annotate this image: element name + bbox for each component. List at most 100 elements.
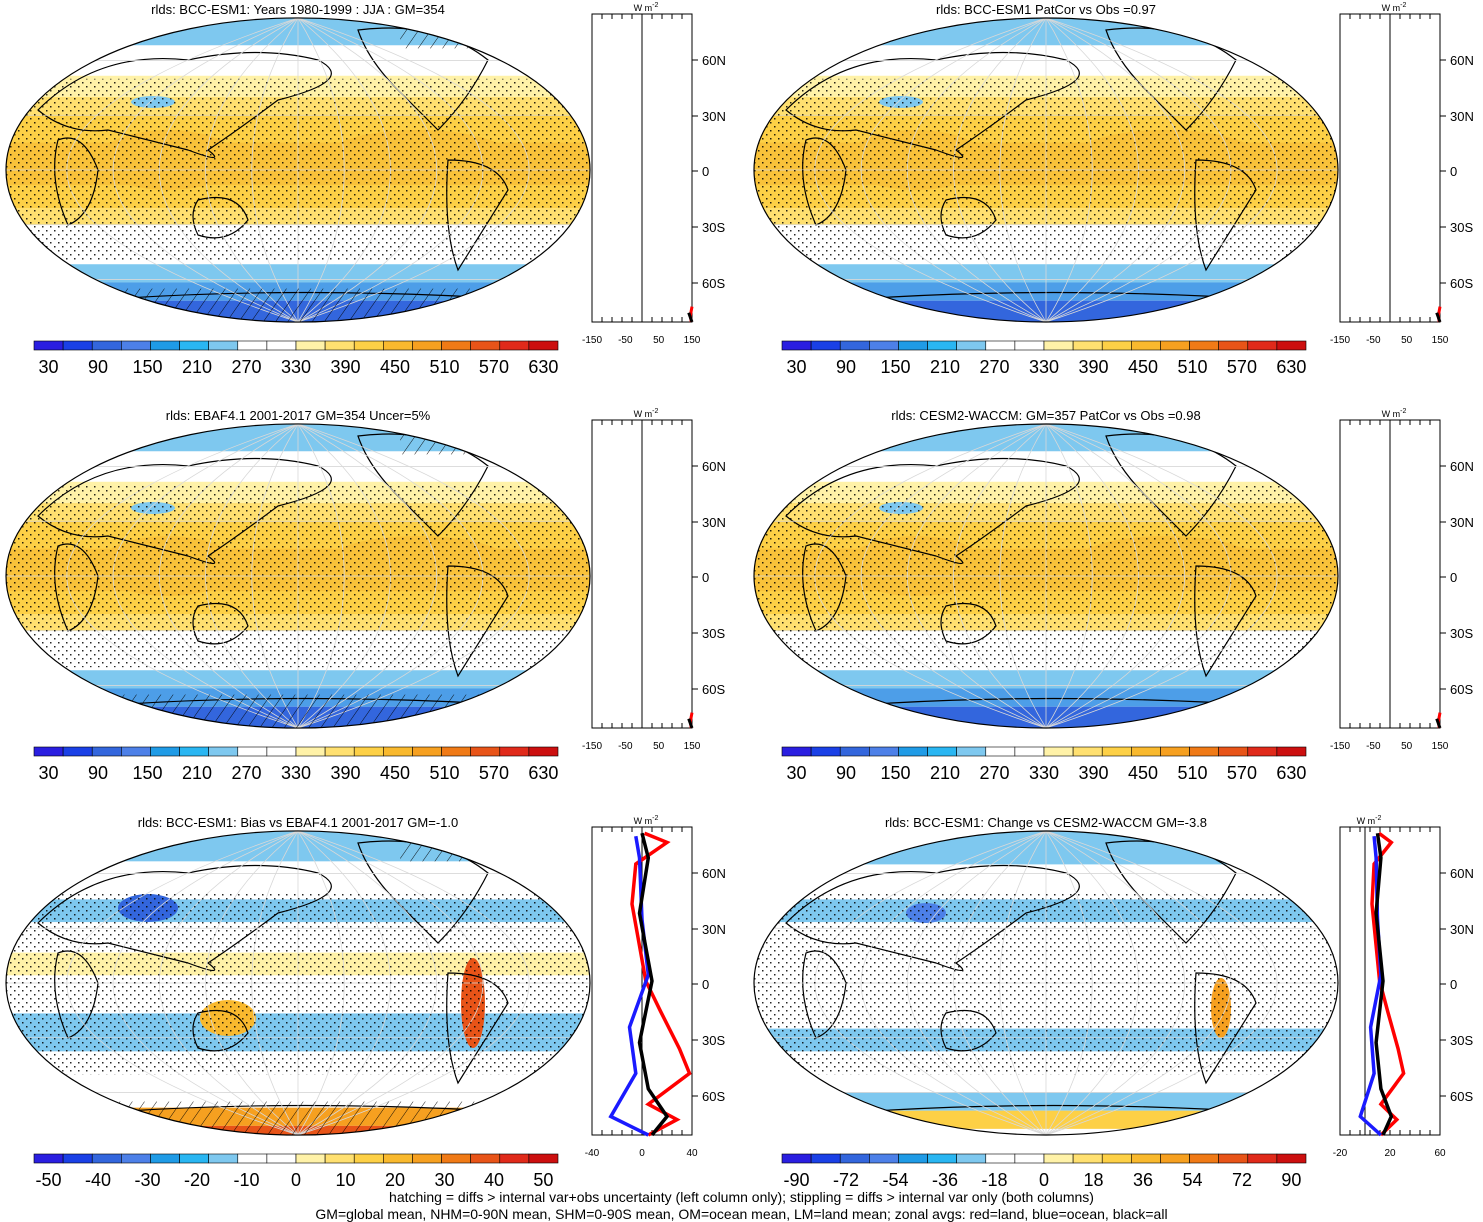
hatching-overlay <box>6 288 590 322</box>
colorbar-swatch <box>898 746 928 757</box>
latitude-label: 0 <box>1450 977 1457 992</box>
colorbar-tick-label: 390 <box>1078 763 1108 783</box>
colorbar-tick-label: 630 <box>528 763 558 783</box>
colorbar-swatch <box>1160 1153 1190 1164</box>
colorbar-swatch <box>208 340 239 351</box>
latitude-label: 30S <box>702 220 725 235</box>
zonal-tick-label: 60 <box>1434 1148 1446 1159</box>
colorbar-tick-label: 150 <box>881 357 911 377</box>
zonal-tick-label: -50 <box>618 741 633 752</box>
panel: rlds: BCC-ESM1: Bias vs EBAF4.1 2001-201… <box>5 815 726 1190</box>
colorbar-swatch <box>237 340 268 351</box>
colorbar-swatch <box>1101 1153 1132 1164</box>
colorbar-tick-label: 570 <box>479 763 509 783</box>
zonal-tick-label: 50 <box>653 741 665 752</box>
colorbar-tick-label: 330 <box>281 357 311 377</box>
footnote-legend: GM=global mean, NHM=0-90N mean, SHM=0-90… <box>315 1206 1168 1222</box>
colorbar-tick-label: 150 <box>881 763 911 783</box>
latitude-label: 60S <box>1450 1089 1473 1104</box>
colorbar-swatch <box>985 746 1016 757</box>
colorbar-tick-label: 270 <box>979 357 1009 377</box>
colorbar-swatch <box>869 340 899 351</box>
colorbar-tick-label: 0 <box>291 1170 301 1190</box>
colorbar-swatch <box>781 746 812 757</box>
colorbar-swatch <box>839 340 870 351</box>
panel: rlds: BCC-ESM1 PatCor vs Obs =0.97 30 90 15… <box>753 2 1474 377</box>
colorbar-swatch <box>62 1153 93 1164</box>
zonal-tick-label: -150 <box>582 741 602 752</box>
panel-title: rlds: BCC-ESM1: Change vs CESM2-WACCM GM… <box>885 815 1207 830</box>
colorbar-swatch <box>499 340 530 351</box>
colorbar-swatch <box>927 340 957 351</box>
hatching-overlay <box>400 18 532 49</box>
hatching-overlay <box>6 1101 590 1135</box>
colorbar-swatch <box>441 340 471 351</box>
zonal-tick-label: -150 <box>582 335 602 346</box>
colorbar-tick-label: 510 <box>1177 763 1207 783</box>
map-border <box>753 423 1339 729</box>
colorbar-swatch <box>383 746 413 757</box>
colorbar-swatch <box>91 746 122 757</box>
colorbar-swatch <box>62 746 93 757</box>
colorbar-swatch <box>1276 340 1307 351</box>
colorbar-tick-label: 570 <box>1227 357 1257 377</box>
colorbar-swatch <box>528 340 559 351</box>
colorbar-swatch <box>441 746 471 757</box>
latitude-label: 0 <box>702 164 709 179</box>
colorbar-tick-label: 54 <box>1182 1170 1202 1190</box>
colorbar-tick-label: -36 <box>932 1170 958 1190</box>
panel: rlds: CESM2-WACCM: GM=357 PatCor vs Obs … <box>753 408 1474 783</box>
colorbar-tick-label: 90 <box>1281 1170 1301 1190</box>
colorbar-tick-label: 150 <box>133 357 163 377</box>
colorbar-tick-label: 510 <box>429 357 459 377</box>
colorbar-swatch <box>810 746 841 757</box>
colorbar-tick-label: 30 <box>39 763 59 783</box>
map-border <box>5 17 591 323</box>
colorbar-swatch <box>470 746 501 757</box>
colorbar-tick-label: 390 <box>330 763 360 783</box>
zonal-tick-label: -150 <box>1330 741 1350 752</box>
zonal-tick-label: 150 <box>1432 335 1449 346</box>
zonal-unit-label: W m-2 <box>1357 815 1382 826</box>
panel-title: rlds: BCC-ESM1: Years 1980-1999 : JJA : … <box>151 2 445 17</box>
colorbar-swatch <box>956 746 987 757</box>
latitude-label: 30N <box>702 109 726 124</box>
colorbar-swatch <box>208 1153 239 1164</box>
colorbar-swatch <box>869 1153 899 1164</box>
colorbar-swatch <box>266 746 297 757</box>
colorbar-swatch <box>1072 746 1103 757</box>
colorbar-tick-label: 40 <box>484 1170 504 1190</box>
zonal-tick-label: 150 <box>684 335 701 346</box>
colorbar-swatch <box>150 1153 180 1164</box>
zonal-tick-label: 150 <box>1432 741 1449 752</box>
map-border <box>753 17 1339 323</box>
stippling-overlay <box>6 78 590 262</box>
hatching-overlay <box>400 831 532 862</box>
latitude-label: 0 <box>702 977 709 992</box>
colorbar-swatch <box>1247 1153 1278 1164</box>
stippling-overlay <box>6 891 590 1075</box>
colorbar-swatch <box>150 340 180 351</box>
latitude-label: 60S <box>1450 276 1473 291</box>
colorbar-swatch <box>208 746 239 757</box>
colorbar-tick-label: 330 <box>281 763 311 783</box>
colorbar-tick-label: 30 <box>39 357 59 377</box>
colorbar-tick-label: 390 <box>330 357 360 377</box>
colorbar-swatch <box>1072 340 1103 351</box>
colorbar-swatch <box>62 340 93 351</box>
zonal-tick-label: 0 <box>639 1148 645 1159</box>
latitude-label: 30S <box>702 1033 725 1048</box>
latitude-label: 30S <box>1450 1033 1473 1048</box>
colorbar-swatch <box>121 746 151 757</box>
colorbar-tick-label: 50 <box>533 1170 553 1190</box>
colorbar-swatch <box>927 1153 957 1164</box>
colorbar-tick-label: 72 <box>1232 1170 1252 1190</box>
colorbar-swatch <box>956 340 987 351</box>
colorbar-tick-label: -54 <box>883 1170 909 1190</box>
colorbar-swatch <box>237 746 268 757</box>
colorbar-swatch <box>91 1153 122 1164</box>
colorbar-swatch <box>295 746 326 757</box>
latitude-label: 60N <box>702 459 726 474</box>
colorbar-swatch <box>324 746 355 757</box>
stippling-overlay <box>6 484 590 668</box>
